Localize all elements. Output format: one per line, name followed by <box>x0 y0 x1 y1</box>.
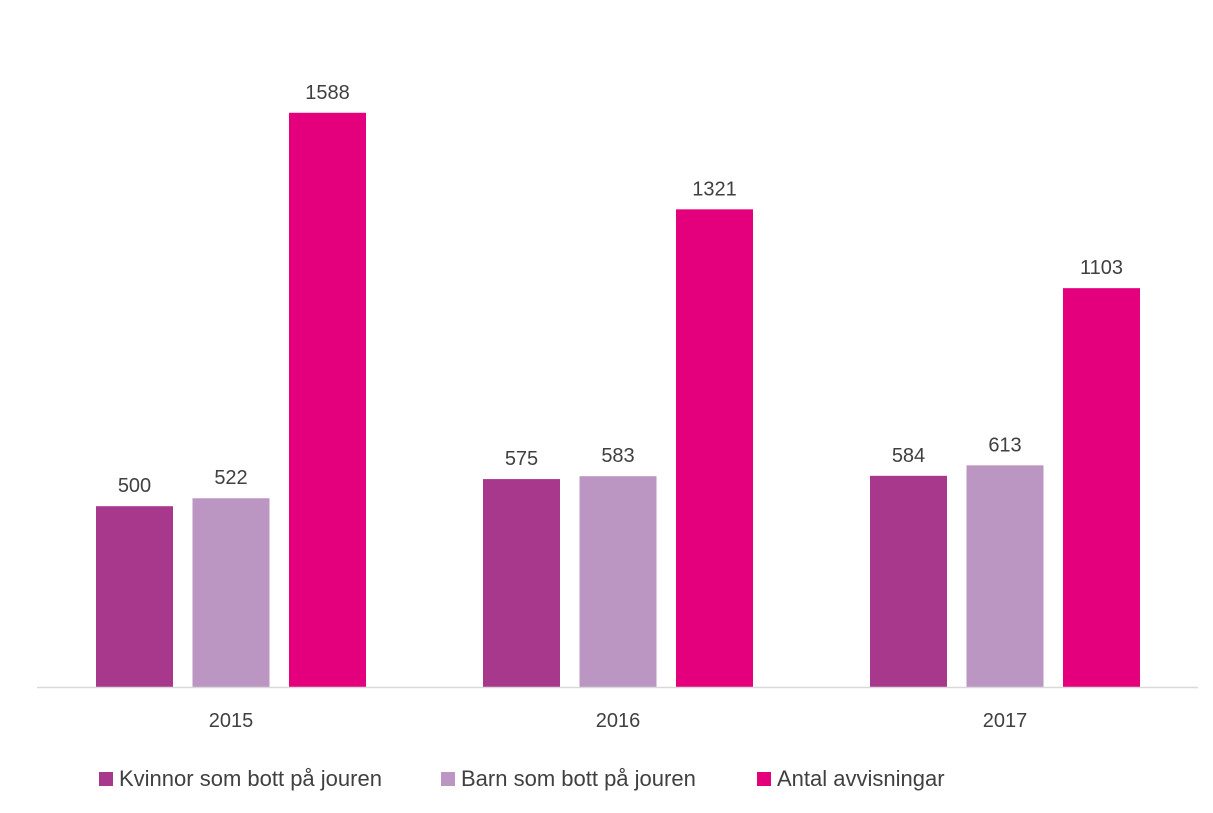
data-label-kvinnor-som-bott-p-jouren-2017: 584 <box>892 445 925 467</box>
legend-swatch-antal-avvisningar <box>757 772 771 786</box>
data-label-kvinnor-som-bott-p-jouren-2016: 575 <box>505 448 538 470</box>
legend: Kvinnor som bott på jouren Barn som bott … <box>99 766 945 791</box>
bar-barn-som-bott-p-jouren-2017 <box>966 465 1044 687</box>
legend-item-barn-som-bott-p-jouren: Barn som bott på jouren <box>441 766 696 791</box>
bar-antal-avvisningar-2016 <box>676 209 753 687</box>
x-tick-label-2016: 2016 <box>596 710 641 732</box>
data-label-antal-avvisningar-2017: 1103 <box>1080 257 1123 279</box>
x-tick-label-2015: 2015 <box>209 710 254 732</box>
data-label-antal-avvisningar-2016: 1321 <box>692 178 737 200</box>
legend-label-antal-avvisningar: Antal avvisningar <box>777 766 945 791</box>
legend-swatch-barn-som-bott-p-jouren <box>441 772 455 786</box>
legend-label-barn-som-bott-p-jouren: Barn som bott på jouren <box>461 766 696 791</box>
data-labels-layer: 500 522 1588 575 583 1321 584 613 1103 <box>118 82 1123 497</box>
data-label-antal-avvisningar-2015: 1588 <box>305 82 350 104</box>
bar-antal-avvisningar-2017 <box>1063 288 1140 687</box>
legend-label-kvinnor-som-bott-p-jouren: Kvinnor som bott på jouren <box>119 766 382 791</box>
data-label-barn-som-bott-p-jouren-2015: 522 <box>214 467 247 489</box>
bar-antal-avvisningar-2015 <box>289 112 366 688</box>
legend-swatch-kvinnor-som-bott-p-jouren <box>99 772 113 786</box>
x-tick-label-2017: 2017 <box>983 710 1028 732</box>
legend-item-antal-avvisningar: Antal avvisningar <box>757 766 945 791</box>
bar-barn-som-bott-p-jouren-2016 <box>579 476 657 687</box>
bar-kvinnor-som-bott-p-jouren-2017 <box>870 475 947 687</box>
bars-layer <box>96 112 1140 688</box>
data-label-barn-som-bott-p-jouren-2016: 583 <box>601 445 634 467</box>
data-label-kvinnor-som-bott-p-jouren-2015: 500 <box>118 475 151 497</box>
legend-item-kvinnor-som-bott-p-jouren: Kvinnor som bott på jouren <box>99 766 382 791</box>
bar-kvinnor-som-bott-p-jouren-2016 <box>483 479 560 687</box>
data-label-barn-som-bott-p-jouren-2017: 613 <box>988 434 1021 456</box>
bar-kvinnor-som-bott-p-jouren-2015 <box>96 506 173 687</box>
x-axis-tick-labels: 2015 2016 2017 <box>209 710 1028 732</box>
bar-barn-som-bott-p-jouren-2015 <box>192 498 270 687</box>
